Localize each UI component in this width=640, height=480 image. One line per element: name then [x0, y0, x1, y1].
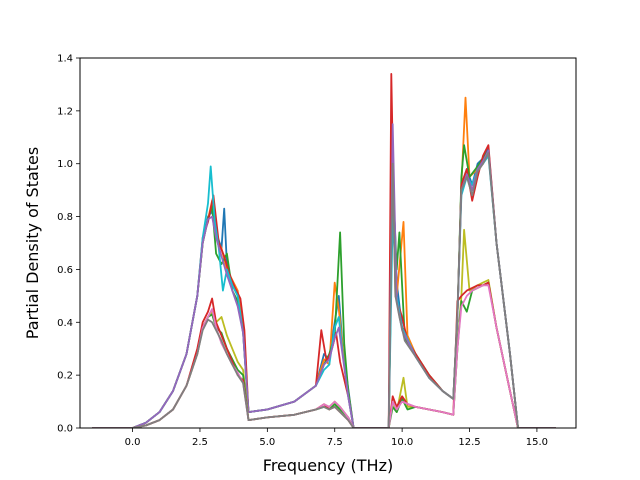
y-tick-label: 0.2	[57, 371, 73, 382]
series-line-2	[92, 96, 556, 428]
x-axis-ticks: 0.0 2.5 5.0 7.5 10.0 12.5 15.0	[125, 428, 548, 448]
x-tick-label: 0.0	[125, 437, 141, 448]
y-tick-label: 1.2	[57, 106, 73, 117]
series-line-4	[92, 73, 556, 428]
x-tick-label: 7.5	[327, 437, 343, 448]
x-tick-label: 5.0	[259, 437, 275, 448]
x-tick-label: 12.5	[458, 437, 480, 448]
y-axis-ticks: 0.0 0.2 0.4 0.6 0.8 1.0 1.2 1.4	[57, 54, 80, 435]
series-line-11	[92, 152, 556, 428]
x-axis-label: Frequency (THz)	[263, 456, 393, 475]
y-tick-label: 0.0	[57, 424, 73, 435]
y-tick-label: 0.8	[57, 212, 73, 223]
plot-frame	[79, 57, 577, 429]
series-line-5	[92, 154, 556, 428]
x-tick-label: 15.0	[526, 437, 548, 448]
y-axis-label: Partial Density of States	[23, 147, 42, 339]
x-tick-label: 10.0	[391, 437, 413, 448]
y-tick-label: 1.0	[57, 159, 73, 170]
series-line-7	[92, 228, 556, 428]
y-tick-label: 0.4	[57, 318, 73, 329]
series-line-6	[92, 123, 556, 428]
y-tick-label: 1.4	[57, 54, 73, 65]
series-line-10	[92, 284, 556, 428]
y-tick-label: 0.6	[57, 265, 73, 276]
plot-lines	[92, 73, 556, 428]
series-line-3	[92, 144, 556, 428]
series-line-1	[92, 146, 556, 428]
x-tick-label: 2.5	[192, 437, 208, 448]
